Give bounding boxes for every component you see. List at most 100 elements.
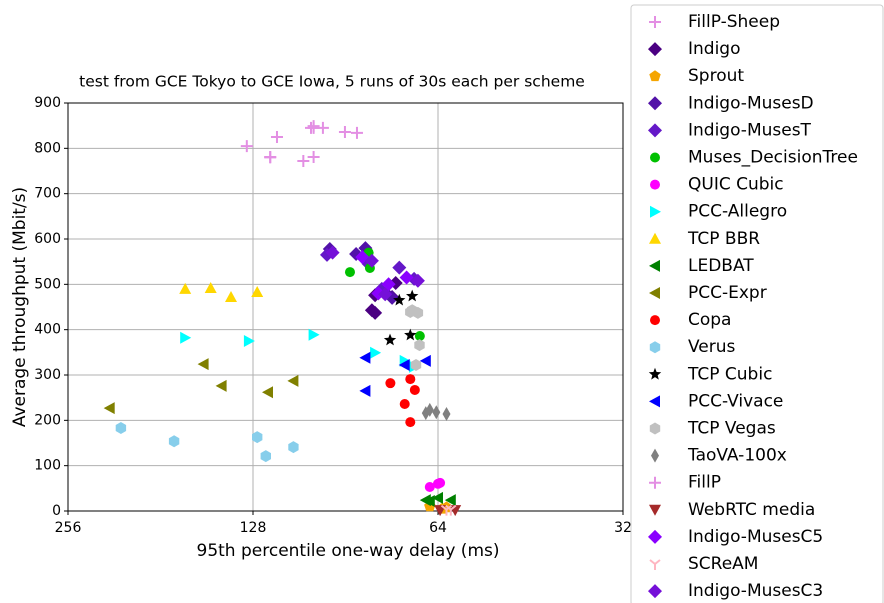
- point: [264, 151, 277, 164]
- legend-marker: [649, 287, 660, 299]
- legend-label: Indigo-MusesC5: [688, 527, 823, 547]
- point: [225, 291, 237, 302]
- y-tick-label: 900: [34, 95, 61, 111]
- point: [325, 245, 340, 260]
- legend-label: PCC-Expr: [688, 283, 767, 303]
- plot-frame: [67, 102, 624, 512]
- x-axis-label: 95th percentile one-way delay (ms): [197, 541, 500, 561]
- x-tick-label: 128: [240, 520, 267, 536]
- legend-label: QUIC Cubic: [688, 175, 784, 195]
- legend-label: Sprout: [688, 66, 744, 86]
- legend-label: TCP Cubic: [687, 364, 772, 384]
- point: [179, 282, 192, 294]
- point: [407, 304, 418, 317]
- x-tick-label: 32: [614, 520, 632, 536]
- point: [393, 293, 406, 306]
- point: [215, 379, 227, 392]
- point: [410, 273, 425, 288]
- point: [370, 346, 382, 359]
- point: [243, 335, 255, 347]
- point: [197, 358, 209, 371]
- y-tick-label: 200: [34, 412, 61, 428]
- point: [168, 435, 180, 448]
- legend-label: FillP-Sheep: [688, 12, 780, 32]
- point: [240, 140, 253, 153]
- point: [399, 399, 410, 410]
- point: [414, 331, 425, 342]
- x-tick-label: 256: [55, 520, 82, 536]
- legend-label: TCP Vegas: [687, 419, 776, 439]
- legend-marker: [650, 205, 661, 218]
- point: [359, 351, 371, 364]
- legend-label: Indigo-MusesC3: [688, 581, 823, 601]
- point: [287, 374, 299, 387]
- legend-label: PCC-Vivace: [688, 391, 783, 411]
- legend-label: WebRTC media: [688, 500, 815, 520]
- legend-label: Copa: [688, 310, 731, 330]
- legend-marker: [649, 395, 660, 408]
- point: [423, 495, 435, 507]
- x-tick-label: 64: [429, 520, 447, 536]
- legend-marker: [649, 422, 661, 435]
- legend-label: TaoVA-100x: [687, 446, 787, 466]
- legend-label: SCReAM: [688, 554, 758, 574]
- legend-marker: [648, 123, 662, 138]
- legend-marker: [649, 70, 661, 82]
- point: [414, 339, 425, 352]
- point: [432, 491, 443, 504]
- point: [421, 406, 430, 421]
- legend-label: Indigo-MusesD: [688, 93, 814, 113]
- legend-marker: [649, 16, 661, 28]
- point: [350, 126, 363, 139]
- y-tick-label: 500: [34, 276, 61, 292]
- point: [180, 331, 192, 344]
- point: [432, 405, 441, 420]
- point: [405, 374, 416, 385]
- point: [404, 328, 417, 341]
- point: [344, 267, 355, 278]
- point: [252, 431, 263, 444]
- legend-label: FillP: [688, 473, 721, 493]
- point: [338, 126, 351, 139]
- legend-label: TCP BBR: [687, 229, 760, 249]
- point: [399, 270, 414, 285]
- point: [409, 384, 420, 395]
- legend-marker: [648, 584, 662, 599]
- legend-marker: [651, 448, 659, 463]
- point: [392, 260, 407, 275]
- legend-marker: [650, 152, 660, 163]
- point: [405, 417, 416, 428]
- point: [308, 328, 320, 341]
- legend-marker: [648, 367, 662, 380]
- y-tick-label: 0: [52, 503, 61, 519]
- point: [103, 402, 115, 415]
- point: [262, 386, 273, 399]
- y-tick-label: 800: [34, 140, 61, 156]
- point: [251, 286, 264, 297]
- legend-marker: [649, 259, 660, 272]
- y-tick-label: 300: [34, 367, 61, 383]
- point: [297, 155, 310, 168]
- legend-marker: [648, 42, 662, 57]
- legend-marker: [649, 232, 661, 244]
- chart-title: test from GCE Tokyo to GCE Iowa, 5 runs …: [79, 73, 585, 91]
- point: [398, 359, 410, 371]
- legend-label: Indigo-MusesT: [688, 120, 812, 140]
- legend-marker: [649, 559, 661, 570]
- point: [368, 305, 383, 320]
- y-tick-label: 400: [34, 322, 61, 338]
- point: [445, 504, 457, 516]
- point: [442, 407, 451, 421]
- point: [364, 253, 379, 268]
- legend-label: Muses_DecisionTree: [688, 148, 858, 168]
- legend-marker: [649, 504, 661, 516]
- legend-marker: [648, 96, 662, 111]
- point: [204, 282, 217, 293]
- y-axis-label: Average throughput (Mbit/s): [10, 187, 30, 427]
- point: [307, 121, 320, 134]
- point: [419, 354, 431, 367]
- legend-label: Indigo: [688, 39, 741, 59]
- point: [383, 333, 397, 346]
- point: [115, 422, 127, 434]
